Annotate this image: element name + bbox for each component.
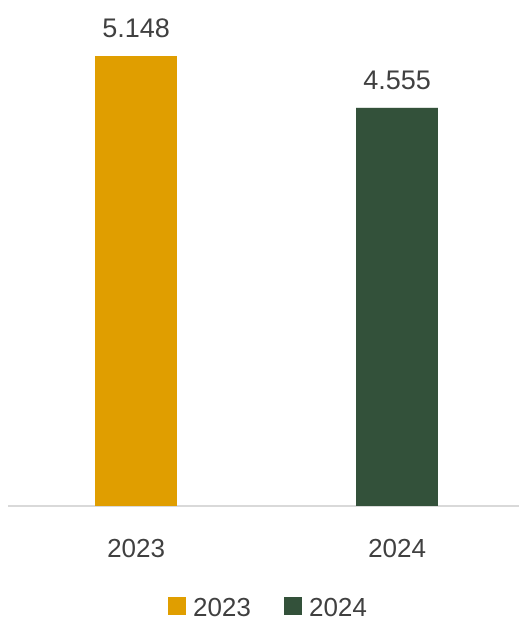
data-label-2024: 4.555 [363,65,431,95]
legend: 2023 2024 [168,592,367,622]
bar-2023 [95,56,177,506]
legend-label-2024: 2024 [309,592,367,622]
legend-swatch-2023 [168,597,186,615]
data-label-2023: 5.148 [102,13,170,43]
legend-swatch-2024 [284,597,302,615]
legend-label-2023: 2023 [193,592,251,622]
x-tick-label-2023: 2023 [107,533,165,563]
bar-2024 [356,107,438,506]
x-tick-label-2024: 2024 [368,533,426,563]
